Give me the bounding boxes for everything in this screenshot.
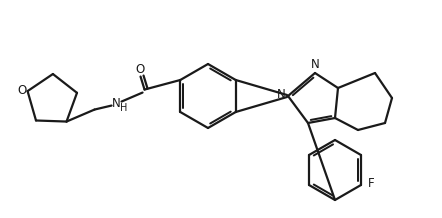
Text: N: N (112, 97, 121, 110)
Text: O: O (135, 63, 144, 76)
Text: N: N (311, 58, 320, 70)
Text: H: H (120, 102, 127, 112)
Text: N: N (277, 89, 286, 102)
Text: O: O (17, 84, 26, 97)
Text: F: F (368, 177, 374, 189)
